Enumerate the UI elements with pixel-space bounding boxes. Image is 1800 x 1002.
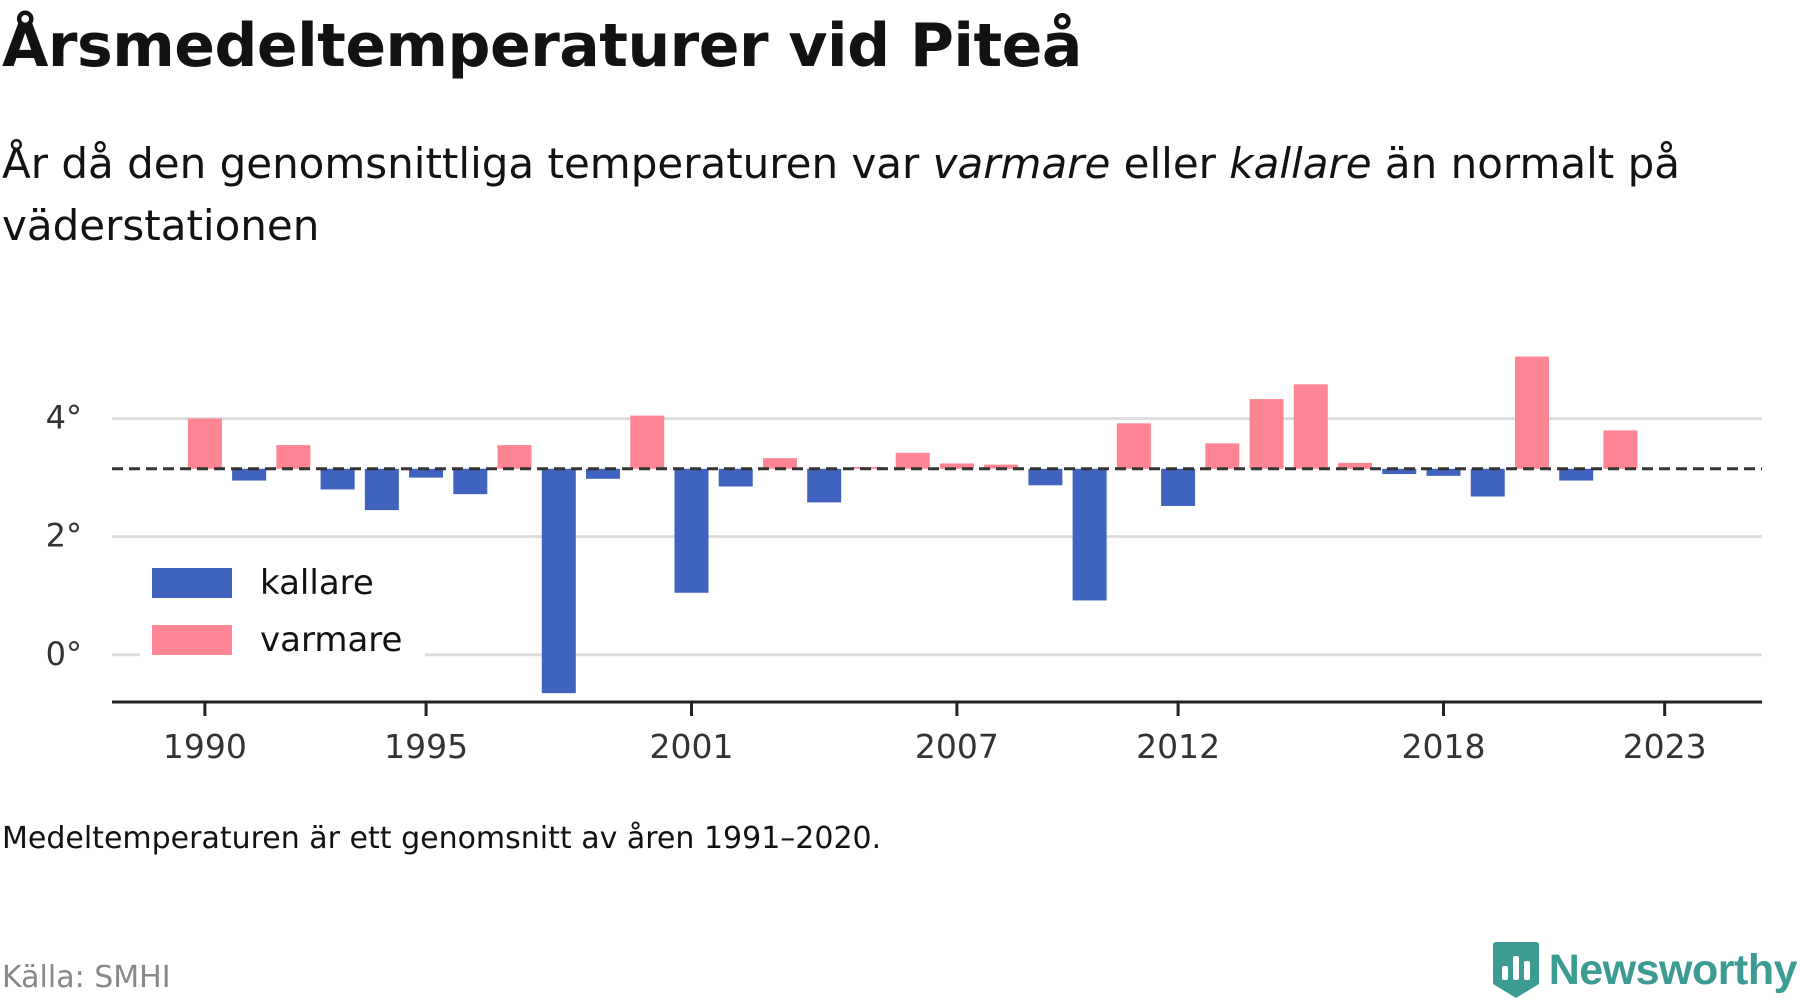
bar-kallare: [320, 468, 355, 490]
x-tick-label: 1995: [384, 727, 468, 766]
bar-varmare: [1205, 443, 1240, 469]
bar-chart-badge-icon: [1492, 942, 1539, 998]
bar-varmare: [984, 464, 1019, 469]
legend-label-kallare: kallare: [260, 563, 374, 603]
bar-kallare: [1028, 468, 1063, 486]
legend-swatch-varmare: [152, 625, 232, 655]
bar-kallare: [586, 468, 621, 479]
subtitle-text-middle: eller: [1110, 139, 1230, 188]
bar-kallare: [807, 468, 842, 503]
bar-kallare: [1382, 468, 1417, 475]
bar-kallare: [409, 468, 444, 478]
x-axis: 1990 1995 2001 2007 2012 2018 2023: [112, 700, 1762, 766]
bar-varmare: [1293, 384, 1328, 469]
legend: kallare varmare: [152, 563, 402, 660]
bar-kallare: [674, 468, 709, 593]
bar-varmare: [497, 445, 532, 469]
subtitle-warm-word: varmare: [932, 139, 1111, 188]
x-tick-label: 2018: [1402, 727, 1486, 766]
brand-name: Newsworthy: [1548, 945, 1798, 994]
temperature-bar-chart: 0° 2° 4° kallare varmare 1990 1995 2001 2007 20…: [46, 356, 1762, 766]
x-tick-label: 2001: [649, 727, 733, 766]
subtitle-text-end: än normalt på väderstationen: [2, 139, 1680, 250]
bar-varmare: [1338, 462, 1373, 469]
subtitle-text-start: År då den genomsnittliga temperaturen va…: [2, 139, 933, 188]
x-tick-label: 2007: [915, 727, 999, 766]
y-tick-label: 2°: [46, 517, 82, 555]
bar-varmare: [1603, 430, 1638, 469]
bar-varmare: [939, 463, 974, 469]
x-tick-label: 2023: [1623, 727, 1707, 766]
y-axis-tick-labels: 0° 2° 4°: [46, 399, 82, 673]
subtitle-cold-word: kallare: [1229, 139, 1372, 188]
bar-varmare: [895, 452, 930, 469]
chart-title: Årsmedeltemperaturer vid Piteå: [2, 11, 1082, 81]
bar-varmare: [1514, 356, 1549, 469]
bar-kallare: [718, 468, 753, 487]
bar-kallare: [364, 468, 399, 511]
x-tick-label: 2012: [1136, 727, 1220, 766]
bars: [187, 356, 1638, 694]
bar-kallare: [1161, 468, 1196, 506]
chart-subtitle: År då den genomsnittliga temperaturen va…: [2, 133, 1762, 257]
bar-varmare: [1116, 423, 1151, 469]
bar-varmare: [276, 445, 311, 469]
bar-varmare: [630, 415, 665, 469]
bar-varmare: [1249, 399, 1284, 469]
y-tick-label: 0°: [46, 635, 82, 673]
source-credit: Källa: SMHI: [2, 960, 171, 995]
bar-kallare: [1426, 468, 1461, 476]
bar-kallare: [453, 468, 488, 495]
legend-label-varmare: varmare: [260, 620, 402, 660]
bar-kallare: [1072, 468, 1107, 601]
x-tick-label: 1990: [163, 727, 247, 766]
newsworthy-logo[interactable]: Newsworthy: [1491, 938, 1798, 1002]
legend-swatch-kallare: [152, 568, 232, 598]
footnote: Medeltemperaturen är ett genomsnitt av å…: [2, 821, 882, 856]
bar-kallare: [1559, 468, 1594, 481]
y-tick-label: 4°: [46, 399, 82, 437]
bar-kallare: [1470, 468, 1505, 497]
bar-varmare: [187, 418, 222, 469]
bar-kallare: [541, 468, 576, 694]
bar-varmare: [762, 458, 797, 469]
bar-kallare: [232, 468, 267, 481]
